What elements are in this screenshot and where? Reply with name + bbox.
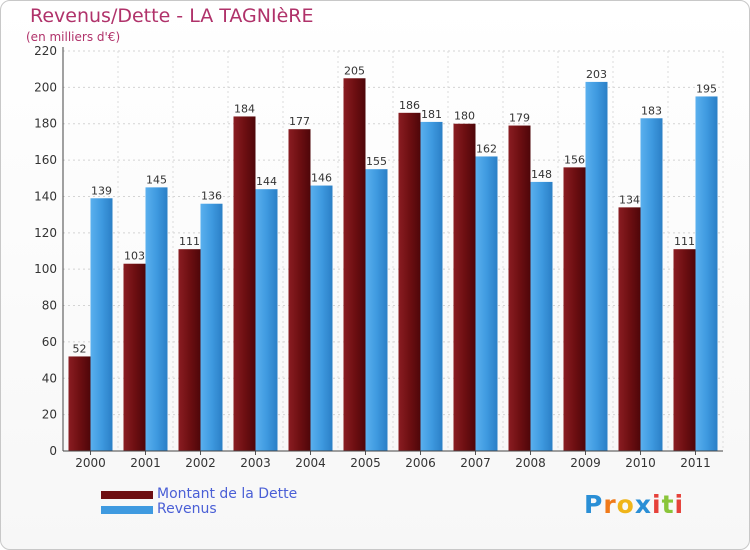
x-tick-label: 2004 <box>295 456 326 470</box>
data-label: 180 <box>454 110 475 123</box>
y-tick-label: 200 <box>34 80 57 94</box>
logo-letter: o <box>616 490 635 519</box>
data-label: 195 <box>696 82 717 95</box>
x-tick-label: 2008 <box>515 456 546 470</box>
data-label: 184 <box>234 102 255 115</box>
logo-letter: t <box>661 490 675 519</box>
legend-label-revenue: Revenus <box>157 501 217 517</box>
x-tick-label: 2000 <box>75 456 106 470</box>
bar-revenue <box>200 203 223 451</box>
x-tick-label: 2005 <box>350 456 381 470</box>
logo-letter: i <box>674 490 685 519</box>
data-label: 145 <box>146 173 167 186</box>
data-label: 162 <box>476 142 497 155</box>
y-tick-label: 140 <box>34 189 57 203</box>
bar-debt <box>453 123 476 452</box>
data-label: 103 <box>124 250 145 263</box>
proxiti-logo: Proxiti <box>584 490 684 519</box>
data-label: 139 <box>91 184 112 197</box>
data-label: 179 <box>509 112 530 125</box>
data-label: 203 <box>586 68 607 81</box>
chart-subtitle: (en milliers d'€) <box>26 30 121 44</box>
bar-debt <box>288 129 311 451</box>
legend-swatch-revenue <box>101 506 153 514</box>
bar-revenue <box>310 185 333 451</box>
bar-debt <box>178 249 201 451</box>
logo-letter: i <box>652 490 662 519</box>
bar-revenue <box>365 169 388 451</box>
x-tick-label: 2002 <box>185 456 216 470</box>
y-tick-label: 40 <box>42 371 57 385</box>
bar-debt <box>673 249 696 451</box>
y-tick-label: 220 <box>34 44 57 58</box>
bar-debt <box>343 78 366 451</box>
data-label: 155 <box>366 155 387 168</box>
bar-revenue <box>255 189 278 451</box>
chart-title: Revenus/Dette - LA TAGNIèRE <box>30 5 314 27</box>
data-label: 177 <box>289 115 310 128</box>
y-tick-label: 100 <box>34 262 57 276</box>
data-label: 186 <box>399 99 420 112</box>
data-label: 52 <box>73 342 87 355</box>
data-label: 111 <box>674 235 695 248</box>
y-tick-label: 160 <box>34 153 57 167</box>
data-label: 148 <box>531 168 552 181</box>
bar-revenue <box>695 96 718 452</box>
logo-letter: P <box>584 490 604 519</box>
bar-debt <box>398 112 421 452</box>
logo-letter: r <box>603 490 617 519</box>
y-tick-label: 80 <box>42 299 57 313</box>
bar-revenue <box>475 156 498 452</box>
x-tick-label: 2010 <box>625 456 656 470</box>
data-label: 111 <box>179 235 200 248</box>
bar-debt <box>618 207 641 451</box>
x-tick-label: 2007 <box>460 456 491 470</box>
y-tick-label: 180 <box>34 117 57 131</box>
data-label: 205 <box>344 64 365 77</box>
bar-debt <box>563 167 586 451</box>
legend-label-debt: Montant de la Dette <box>157 486 298 502</box>
x-tick-label: 2009 <box>570 456 601 470</box>
bar-revenue <box>585 81 608 451</box>
data-label: 181 <box>421 108 442 121</box>
bar-debt <box>233 116 256 452</box>
y-tick-label: 120 <box>34 226 57 240</box>
data-label: 136 <box>201 190 222 203</box>
bar-revenue <box>90 198 113 451</box>
bar-debt <box>508 125 531 451</box>
legend-swatch-debt <box>101 491 153 499</box>
bar-debt <box>123 263 146 451</box>
x-tick-label: 2001 <box>130 456 161 470</box>
x-tick-label: 2003 <box>240 456 271 470</box>
x-tick-label: 2006 <box>405 456 436 470</box>
x-tick-label: 2011 <box>680 456 711 470</box>
y-tick-label: 0 <box>49 444 57 458</box>
logo-letter: x <box>634 490 652 519</box>
data-label: 156 <box>564 153 585 166</box>
data-label: 183 <box>641 104 662 117</box>
bar-revenue <box>420 121 443 451</box>
bar-revenue <box>530 181 553 451</box>
data-label: 144 <box>256 175 277 188</box>
y-tick-label: 20 <box>42 408 57 422</box>
data-label: 146 <box>311 172 332 185</box>
bar-debt <box>68 356 91 451</box>
y-tick-label: 60 <box>42 335 57 349</box>
data-label: 134 <box>619 193 640 206</box>
bar-revenue <box>145 187 168 451</box>
bar-revenue <box>640 118 663 451</box>
